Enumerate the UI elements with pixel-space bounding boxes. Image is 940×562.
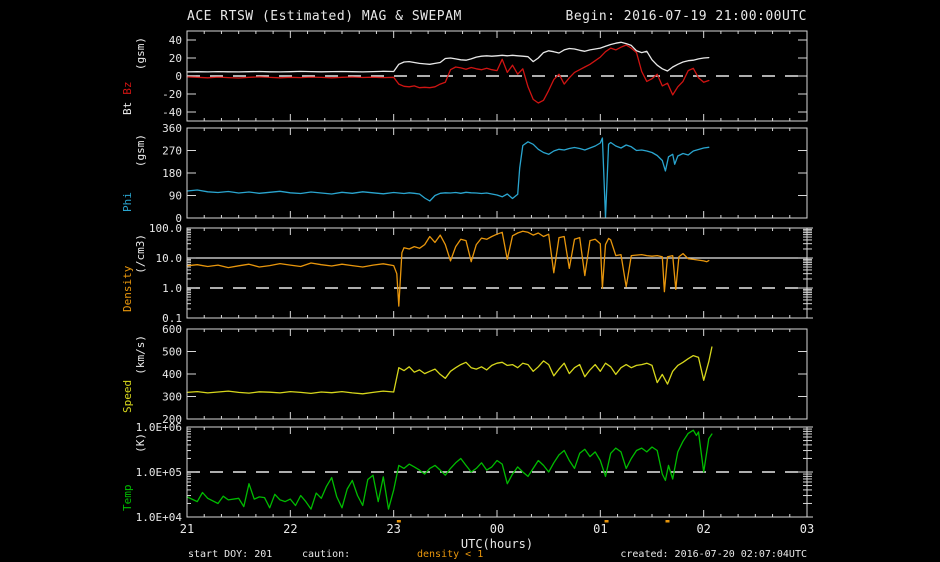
- y-tick-label: 0: [175, 212, 182, 225]
- y-tick-label: 360: [162, 122, 182, 135]
- y-tick-label: 0: [175, 70, 182, 83]
- y-axis-unit-temp: (K): [134, 433, 147, 453]
- caution-marker: [604, 520, 609, 523]
- y-tick-label: 10.0: [156, 252, 183, 265]
- begin-timestamp: Begin: 2016-07-19 21:00:00UTC: [565, 9, 807, 24]
- series-line-phi: [186, 137, 710, 219]
- y-axis-unit-density: (/cm3): [134, 234, 147, 274]
- y-axis-name-phi: Phi: [121, 192, 134, 212]
- y-tick-label: -20: [162, 88, 182, 101]
- series-line-speed: [186, 346, 713, 395]
- y-tick-label: 20: [169, 52, 182, 65]
- y-axis-unit-speed: (km/s): [134, 335, 147, 375]
- y-tick-label: -40: [162, 106, 182, 119]
- panel-frame: [186, 227, 808, 319]
- footer-start-doy: start DOY: 201: [188, 549, 273, 560]
- panel-bt-bz: 40 20 0 -20 -40 BtBz(gsm): [121, 30, 808, 122]
- panel-phi: 360 270 180 90 0 Phi (gsm): [121, 122, 808, 225]
- panel-frame: [186, 426, 808, 518]
- x-tick-label: 21: [180, 522, 194, 536]
- panel-frame: [186, 328, 808, 420]
- x-tick-label: 23: [386, 522, 400, 536]
- y-tick-label: 400: [162, 368, 182, 381]
- y-tick-label: 100.0: [149, 222, 182, 235]
- panel-density: 100.0 10.0 1.0 0.1 Density(/cm3): [121, 222, 813, 325]
- y-axis-name-speed: Speed: [121, 380, 134, 413]
- y-axis-name-bt-bz: BtBz: [121, 82, 134, 116]
- series-line-temp: [186, 429, 713, 510]
- y-tick-label: 270: [162, 145, 182, 158]
- y-tick-label: 300: [162, 391, 182, 404]
- y-tick-label: 0.1: [162, 312, 182, 325]
- y-axis-name-temp: Temp: [121, 485, 134, 512]
- panel-frame: [186, 30, 808, 122]
- caution-marker: [665, 520, 670, 523]
- panel-speed: 600 500 400 300 200 Speed(km/s): [121, 323, 808, 426]
- y-tick-label: 1.0E+04: [136, 511, 183, 524]
- y-tick-label: 1.0: [162, 282, 182, 295]
- y-tick-label: 200: [162, 413, 182, 426]
- x-axis-title: UTC(hours): [460, 537, 534, 551]
- x-tick-label: 01: [593, 522, 607, 536]
- footer-caution-label: caution:: [302, 549, 351, 560]
- footer-created-timestamp: created: 2016-07-20 02:07:04UTC: [620, 549, 807, 560]
- footer-caution-value: density < 1: [417, 549, 484, 560]
- x-tick-label: 00: [490, 522, 504, 536]
- y-tick-label: 500: [162, 346, 182, 359]
- page-title: ACE RTSW (Estimated) MAG & SWEPAM: [187, 9, 462, 24]
- panel-frame: [186, 127, 808, 219]
- x-tick-label: 22: [283, 522, 297, 536]
- y-tick-label: 1.0E+05: [136, 466, 182, 479]
- y-tick-label: 1.0E+06: [136, 421, 182, 434]
- y-tick-label: 600: [162, 323, 182, 336]
- x-tick-label: 02: [696, 522, 710, 536]
- series-line-density: [186, 230, 710, 307]
- y-axis-unit-bt-bz: (gsm): [134, 37, 147, 70]
- caution-marker: [396, 520, 401, 523]
- y-tick-label: 180: [162, 167, 182, 180]
- x-tick-label: 03: [800, 522, 814, 536]
- y-axis-unit-phi: (gsm): [134, 134, 147, 167]
- y-tick-label: 40: [169, 34, 182, 47]
- series-line-bz: [186, 44, 710, 104]
- y-tick-label: 90: [169, 190, 182, 203]
- y-axis-name-density: Density: [121, 265, 134, 312]
- series-line-bt: [186, 41, 710, 73]
